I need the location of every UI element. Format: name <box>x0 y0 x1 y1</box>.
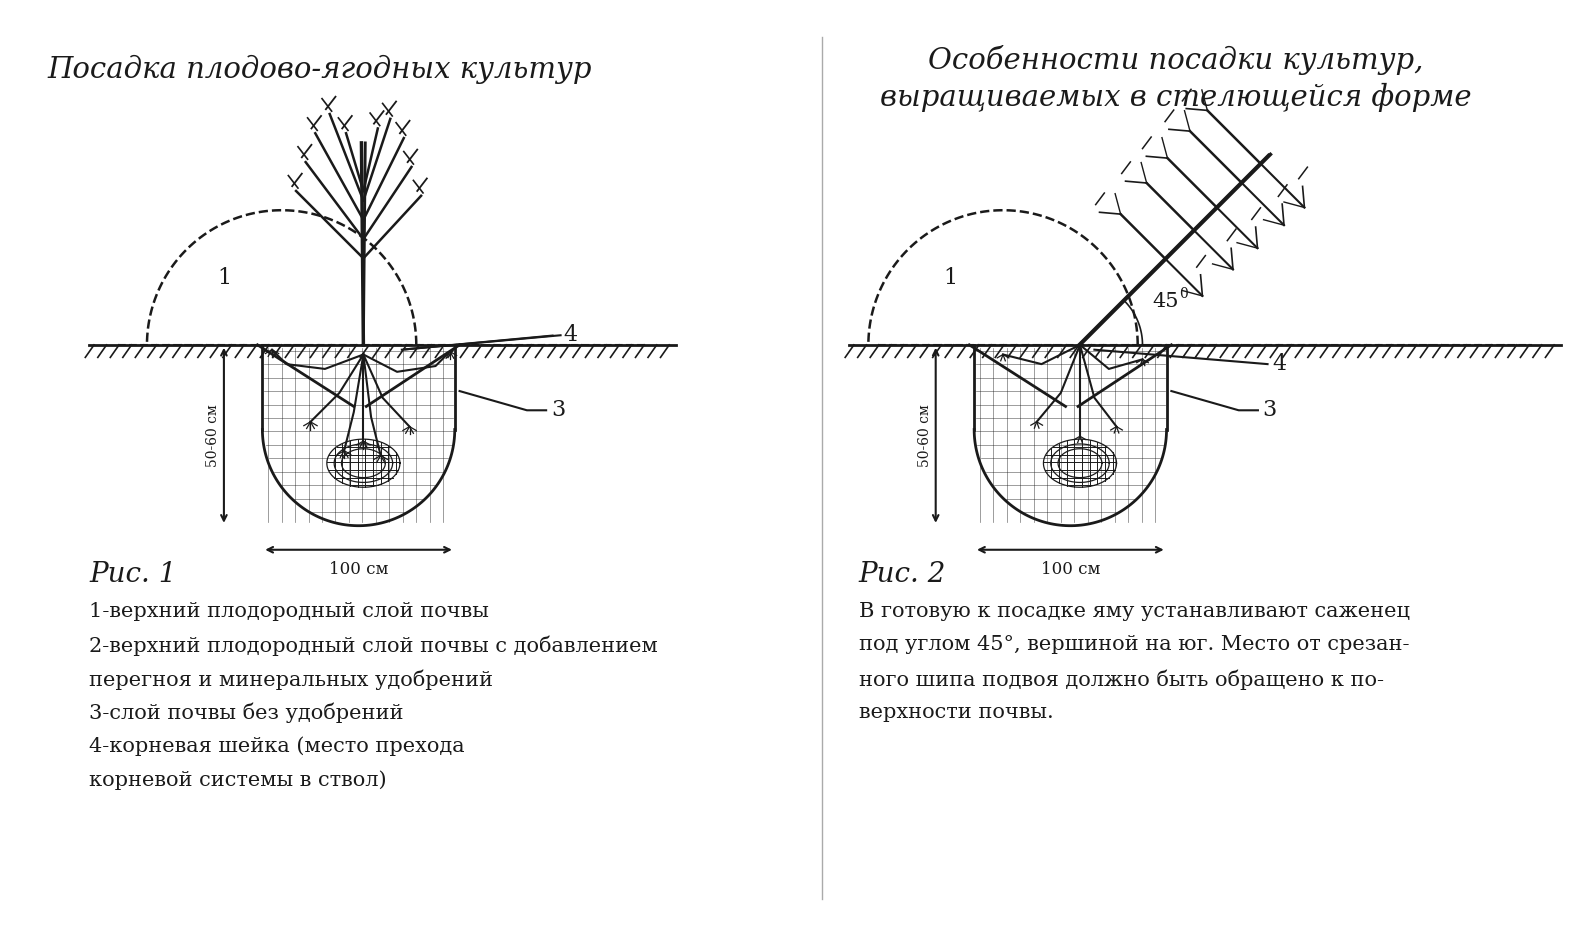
Text: 100 см: 100 см <box>329 562 388 578</box>
Text: 2-верхний плодородный слой почвы с добавлением: 2-верхний плодородный слой почвы с добав… <box>89 636 657 656</box>
Text: 1: 1 <box>217 267 231 288</box>
Text: Рис. 1: Рис. 1 <box>89 562 177 589</box>
Text: Особенности посадки культур,: Особенности посадки культур, <box>928 45 1424 75</box>
Text: под углом 45°, вершиной на юг. Место от срезан-: под углом 45°, вершиной на юг. Место от … <box>859 636 1410 654</box>
Text: ного шипа подвоя должно быть обращено к по-: ного шипа подвоя должно быть обращено к … <box>859 669 1384 690</box>
Text: Рис. 2: Рис. 2 <box>859 562 946 589</box>
Text: 4-корневая шейка (место прехода: 4-корневая шейка (место прехода <box>89 737 464 756</box>
Text: выращиваемых в стелющейся форме: выращиваемых в стелющейся форме <box>881 83 1472 112</box>
Text: 50-60 см: 50-60 см <box>206 404 220 467</box>
Text: 4: 4 <box>564 324 578 346</box>
Text: 3: 3 <box>551 400 565 421</box>
Text: Посадка плодово-ягодных культур: Посадка плодово-ягодных культур <box>48 54 592 83</box>
Text: 4: 4 <box>1272 353 1286 375</box>
Text: 0: 0 <box>1178 287 1188 300</box>
Text: перегноя и минеральных удобрений: перегноя и минеральных удобрений <box>89 669 493 690</box>
Text: 3-слой почвы без удобрений: 3-слой почвы без удобрений <box>89 703 404 724</box>
Text: 1-верхний плодородный слой почвы: 1-верхний плодородный слой почвы <box>89 602 489 621</box>
Text: 3: 3 <box>1262 400 1277 421</box>
Text: 100 см: 100 см <box>1041 562 1101 578</box>
Text: корневой системы в ствол): корневой системы в ствол) <box>89 770 386 790</box>
Text: 45: 45 <box>1152 292 1178 311</box>
Text: 50-60 см: 50-60 см <box>917 404 931 467</box>
Text: 1: 1 <box>942 267 957 288</box>
Text: В готовую к посадке яму устанавливают саженец: В готовую к посадке яму устанавливают са… <box>859 602 1410 621</box>
Text: верхности почвы.: верхности почвы. <box>859 703 1053 722</box>
